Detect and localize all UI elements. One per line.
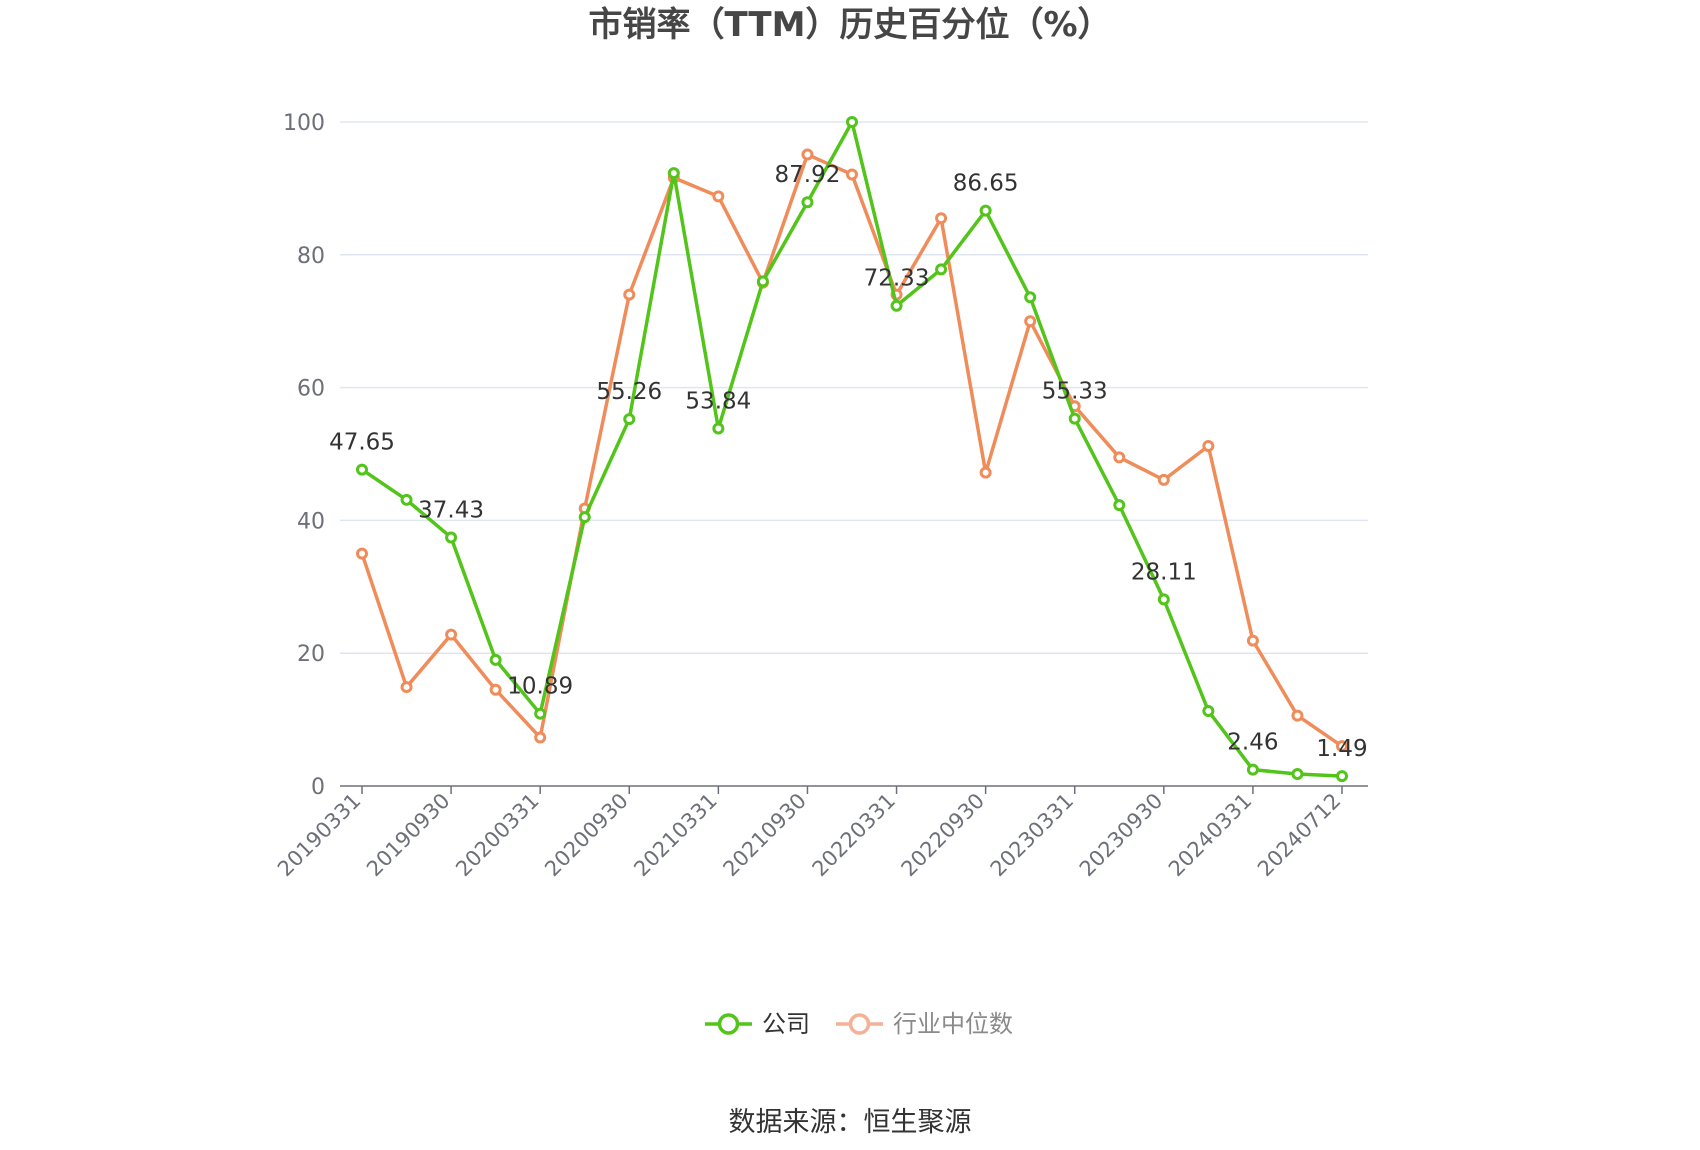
legend-marker (848, 1013, 871, 1035)
x-tick-label: 20240712 (1253, 789, 1346, 882)
data-point-industry-median (712, 190, 725, 203)
data-label: 53.84 (685, 389, 751, 415)
legend-marker (717, 1013, 740, 1035)
data-label: 1.49 (1316, 736, 1367, 762)
y-tick-label: 80 (297, 244, 325, 269)
x-tick-label: 20190331 (273, 789, 366, 882)
legend-item-company[interactable]: 公司 (705, 1010, 810, 1038)
data-point-company (578, 511, 591, 524)
data-point-industry-median (1246, 634, 1259, 647)
x-tick-label: 20220930 (897, 789, 990, 882)
data-point-company (667, 167, 680, 180)
x-tick-label: 20240331 (1164, 789, 1257, 882)
x-tick-label: 20220331 (808, 789, 901, 882)
data-point-company (534, 707, 547, 720)
x-tick-label: 20190930 (362, 789, 455, 882)
data-label: 87.92 (775, 162, 841, 188)
data-point-company (756, 275, 769, 288)
data-point-company (1024, 291, 1037, 304)
plot-area (356, 116, 1348, 783)
data-label: 55.33 (1042, 379, 1108, 405)
data-point-industry-median (1291, 709, 1304, 722)
data-point-company (1157, 593, 1170, 606)
data-point-company (890, 299, 903, 312)
data-point-industry-median (935, 212, 948, 225)
data-labels: 47.65 37.43 10.89 55.26 53.84 87.92 72.33 86.65… (329, 162, 1368, 762)
data-point-industry-median (979, 466, 992, 479)
data-point-company (1291, 768, 1304, 781)
data-point-industry-median (1113, 451, 1126, 464)
grid (340, 121, 1368, 654)
data-point-company (445, 531, 458, 544)
series-line-industry-median (360, 152, 1343, 748)
legend-label: 公司 (762, 1010, 810, 1038)
data-point-industry-median (356, 547, 368, 560)
data-point-industry-median (1202, 440, 1215, 453)
x-tick-label: 20200930 (540, 789, 633, 882)
source-text: 数据来源：恒生聚源 (729, 1107, 972, 1138)
data-point-company (400, 493, 413, 506)
x-tick-label: 20200331 (451, 789, 544, 882)
data-point-company (979, 204, 992, 217)
data-point-industry-median (445, 628, 458, 641)
data-point-company (712, 422, 725, 435)
x-tick-label: 20230331 (986, 789, 1079, 882)
data-point-company (356, 463, 368, 476)
data-point-company (1113, 499, 1126, 512)
x-tick-label: 20210331 (629, 789, 722, 882)
data-label: 47.65 (329, 430, 395, 456)
data-label: 72.33 (864, 266, 930, 292)
legend-label: 行业中位数 (893, 1010, 1013, 1038)
data-label: 55.26 (596, 379, 662, 405)
data-point-company (1336, 770, 1348, 783)
data-point-company (935, 263, 948, 276)
data-label: 10.89 (507, 674, 573, 700)
y-tick-label: 40 (297, 509, 325, 534)
y-tick-label: 60 (297, 377, 325, 402)
data-point-industry-median (801, 148, 814, 161)
legend-item-industry-median[interactable]: 行业中位数 (836, 1010, 1013, 1038)
data-point-industry-median (1157, 473, 1170, 486)
y-tick-label: 20 (297, 642, 325, 667)
data-label: 2.46 (1227, 730, 1278, 756)
data-point-industry-median (1336, 740, 1348, 753)
data-point-industry-median (623, 288, 636, 301)
y-tick-label: 100 (283, 111, 325, 136)
x-axis: 2019033120190930202003312020093020210331… (273, 785, 1368, 882)
data-point-company (1068, 412, 1081, 425)
chart-title: 市销率（TTM）历史百分位（%） (588, 5, 1111, 45)
data-point-industry-median (534, 731, 547, 744)
data-label: 86.65 (953, 171, 1019, 197)
data-point-industry-median (846, 168, 858, 181)
x-tick-label: 20230930 (1075, 789, 1168, 882)
y-axis: 0 20 40 60 80 100 (283, 111, 325, 800)
data-label: 37.43 (418, 497, 484, 523)
data-point-company (801, 196, 814, 209)
data-point-industry-median (489, 683, 502, 696)
legend[interactable]: 公司 行业中位数 (705, 1010, 1013, 1038)
y-tick-label: 0 (311, 775, 325, 800)
data-point-company (489, 653, 502, 666)
data-point-company (623, 413, 636, 426)
data-point-industry-median (1024, 315, 1037, 328)
data-point-industry-median (400, 681, 413, 694)
data-point-company (846, 116, 858, 128)
x-tick-label: 20210930 (718, 789, 811, 882)
data-point-company (1246, 763, 1259, 776)
data-point-company (1202, 704, 1215, 717)
data-label: 28.11 (1131, 559, 1197, 585)
